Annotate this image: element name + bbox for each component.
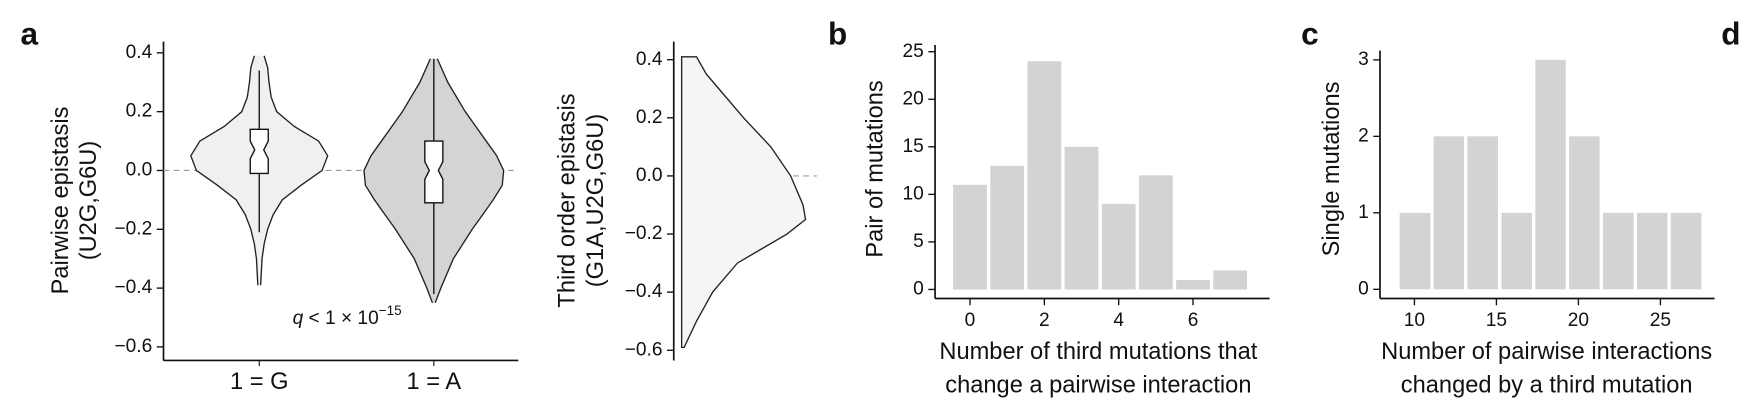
x-tick-label: 20 — [1568, 310, 1589, 331]
y-tick-label: −0.6 — [625, 339, 663, 360]
x-tick-label: 25 — [1650, 310, 1671, 331]
bar — [1176, 279, 1210, 290]
annotation-part: −15 — [379, 302, 402, 317]
y-tick-label: 3 — [1358, 49, 1369, 70]
bar — [1535, 59, 1566, 290]
panel-label: b — [828, 15, 847, 51]
y-tick-label: 20 — [903, 88, 924, 109]
y-tick-label: 2 — [1358, 125, 1369, 146]
bar — [1433, 136, 1465, 290]
violin-fill — [190, 55, 260, 286]
violin-outline — [434, 58, 505, 304]
y-axis-label: Pair of mutations — [863, 80, 889, 257]
annotation-part: < 1 × 10 — [303, 308, 379, 329]
x-axis-label: change a pairwise interaction — [945, 373, 1251, 399]
bar — [1101, 203, 1136, 290]
violin-fill — [259, 55, 328, 286]
y-tick-label: 0.0 — [636, 165, 663, 186]
bar — [1027, 61, 1062, 290]
violin-fill — [363, 58, 434, 303]
y-tick-label: 0 — [913, 279, 924, 300]
violin-fill — [433, 58, 504, 303]
bar — [1603, 212, 1634, 290]
x-tick-label: 6 — [1188, 310, 1199, 331]
box — [249, 128, 269, 175]
x-tick-label: 0 — [965, 310, 976, 331]
violin-outline — [190, 55, 259, 286]
y-tick-label: −0.6 — [114, 336, 152, 357]
x-axis-label: changed by a third mutation — [1401, 373, 1693, 399]
bar — [1399, 212, 1431, 290]
violin-half — [680, 56, 807, 349]
x-tick-label: 1 = G — [230, 369, 288, 395]
y-tick-label: 1 — [1358, 202, 1369, 223]
y-tick-label: 10 — [903, 183, 924, 204]
annotation-part: q — [293, 308, 304, 329]
x-axis-label: Number of pairwise interactions — [1381, 339, 1712, 365]
y-axis-label: Pairwise epistasis — [48, 107, 74, 295]
y-tick-label: 0 — [1358, 278, 1369, 299]
x-tick-label: 15 — [1486, 310, 1507, 331]
violin-outline — [363, 58, 434, 304]
violin-outline — [259, 55, 329, 286]
panel-label: c — [1301, 15, 1319, 51]
y-tick-label: 0.2 — [126, 101, 153, 122]
y-tick-label: −0.2 — [114, 218, 152, 239]
y-tick-label: 5 — [913, 231, 924, 252]
y-tick-label: 15 — [903, 136, 924, 157]
y-tick-label: −0.2 — [625, 223, 663, 244]
x-tick-label: 4 — [1113, 310, 1124, 331]
annotation: q < 1 × 10−15 — [293, 302, 402, 328]
y-axis-label: (G1A,U2G,G6U) — [583, 114, 609, 287]
y-axis-label: Third order epistasis — [555, 93, 581, 307]
bar — [1637, 212, 1668, 290]
bar — [1213, 270, 1248, 290]
y-tick-label: −0.4 — [114, 277, 152, 298]
y-tick-label: 0.0 — [126, 160, 153, 181]
x-tick-label: 2 — [1039, 310, 1050, 331]
box — [424, 140, 444, 204]
bar — [953, 184, 987, 290]
y-tick-label: 0.2 — [636, 107, 663, 128]
y-axis-label: Single mutations — [1319, 82, 1345, 257]
x-tick-label: 1 = A — [407, 369, 462, 395]
y-tick-label: 0.4 — [636, 49, 663, 70]
bar — [1138, 175, 1173, 290]
bar — [1670, 212, 1702, 290]
bar — [990, 165, 1025, 290]
bar — [1467, 136, 1499, 290]
y-tick-label: −0.4 — [625, 281, 663, 302]
y-axis-label: (U2G,G6U) — [76, 141, 102, 261]
bar — [1501, 212, 1532, 290]
y-tick-label: 0.4 — [126, 42, 153, 63]
bar — [1064, 146, 1099, 290]
y-tick-label: 25 — [903, 41, 924, 62]
x-tick-label: 10 — [1404, 310, 1425, 331]
panel-label: a — [20, 15, 38, 51]
panel-label: d — [1721, 15, 1740, 51]
bar — [1569, 136, 1600, 290]
x-axis-label: Number of third mutations that — [939, 339, 1257, 365]
